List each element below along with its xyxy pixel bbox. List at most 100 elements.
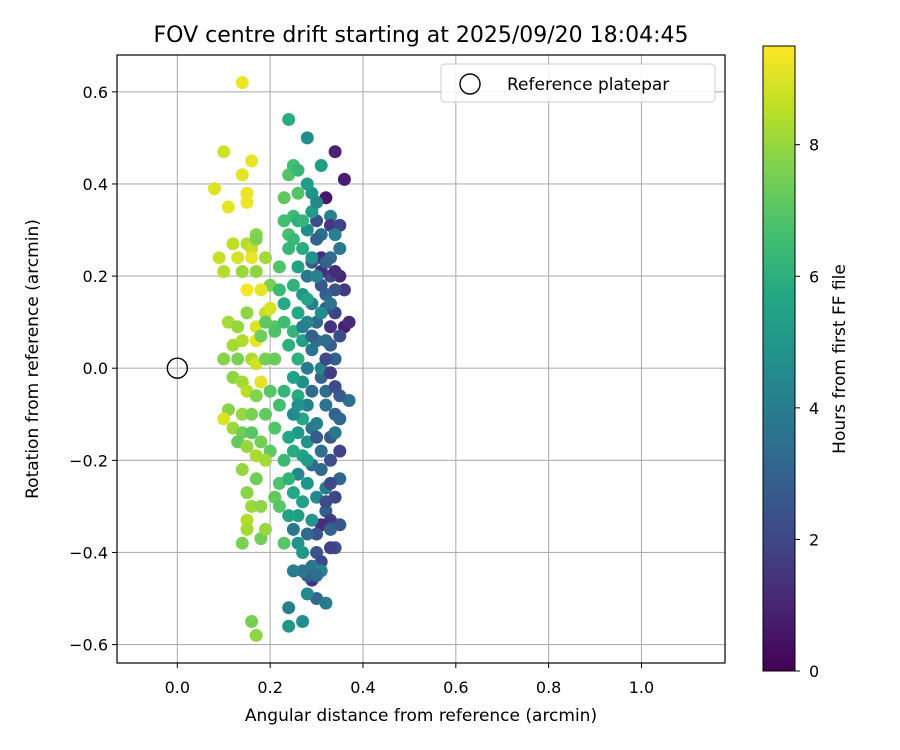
- colorbar-tick-label: 2: [809, 530, 819, 549]
- data-point: [324, 476, 337, 490]
- data-point: [249, 389, 263, 403]
- legend-entry-label: Reference platepar: [507, 75, 669, 95]
- data-point: [291, 163, 305, 177]
- data-point: [240, 283, 254, 297]
- data-point: [319, 495, 333, 509]
- data-point: [245, 615, 259, 628]
- y-tick-label: −0.6: [69, 636, 108, 655]
- data-point: [226, 338, 240, 352]
- data-point: [310, 269, 324, 283]
- data-point: [300, 527, 314, 541]
- colorbar-ticks: 0 2 4 6 8: [795, 136, 819, 681]
- data-point: [268, 324, 282, 338]
- data-point: [291, 352, 305, 366]
- data-point: [328, 145, 342, 159]
- data-point: [231, 320, 245, 334]
- data-point: [240, 306, 254, 320]
- data-point: [282, 338, 296, 352]
- data-point: [324, 522, 337, 536]
- data-point: [296, 546, 310, 559]
- data-point: [277, 384, 291, 398]
- data-point: [254, 283, 268, 297]
- data-point: [286, 486, 300, 500]
- data-point: [296, 320, 310, 334]
- plot-frame: [116, 54, 726, 664]
- data-point: [319, 255, 333, 269]
- data-point: [259, 522, 272, 536]
- data-point: [300, 398, 314, 412]
- data-point: [268, 352, 282, 366]
- data-point: [324, 320, 337, 334]
- data-point: [235, 168, 249, 182]
- data-point: [263, 301, 277, 315]
- x-tick-label: 0.4: [350, 678, 375, 697]
- data-point: [333, 412, 347, 426]
- data-point: [310, 569, 324, 582]
- data-point: [291, 186, 305, 200]
- data-point: [254, 435, 268, 449]
- data-point: [245, 154, 259, 168]
- data-point: [319, 334, 333, 348]
- data-point: [310, 232, 324, 246]
- data-point: [319, 596, 333, 610]
- colorbar-tick-label: 0: [809, 662, 819, 681]
- data-point: [337, 283, 351, 297]
- data-point: [324, 541, 337, 555]
- data-point: [277, 315, 291, 329]
- data-point: [286, 444, 300, 458]
- data-point: [282, 242, 296, 255]
- colorbar-tick-label: 8: [809, 136, 819, 155]
- x-tick-label: 0.6: [443, 678, 468, 697]
- colorbar-tick-label: 6: [809, 267, 819, 286]
- y-axis-ticks: −0.6 −0.4 −0.2 0.0 0.2 0.4 0.6: [69, 83, 117, 655]
- data-point: [314, 159, 328, 172]
- colorbar-label: Hours from first FF file: [830, 264, 850, 454]
- data-point: [272, 398, 286, 412]
- data-point: [286, 370, 300, 384]
- x-tick-label: 0.0: [165, 678, 190, 697]
- data-point: [259, 407, 272, 421]
- reference-marker: [166, 357, 189, 379]
- x-tick-label: 0.2: [257, 678, 282, 697]
- colorbar: 0 2 4 6 8 Hours from first FF file: [762, 45, 850, 681]
- data-point: [296, 242, 310, 255]
- y-tick-label: 0.4: [83, 175, 108, 194]
- grid-lines: [117, 55, 725, 663]
- data-point: [217, 145, 231, 159]
- data-point: [305, 384, 319, 398]
- data-point: [217, 412, 231, 426]
- data-point: [245, 251, 259, 265]
- data-point: [305, 329, 319, 343]
- data-point: [259, 251, 272, 265]
- data-point: [296, 615, 310, 628]
- data-point: [272, 260, 286, 274]
- y-axis-label: Rotation from reference (arcmin): [23, 219, 43, 499]
- data-point: [319, 398, 333, 412]
- data-point: [286, 278, 300, 292]
- data-point: [328, 265, 342, 278]
- data-point: [300, 269, 314, 283]
- data-point: [286, 522, 300, 536]
- data-point: [300, 476, 314, 490]
- data-point: [226, 237, 240, 251]
- data-point: [305, 513, 319, 527]
- data-point: [208, 182, 221, 196]
- data-point: [300, 361, 314, 375]
- data-point: [342, 315, 356, 329]
- data-point: [337, 172, 351, 186]
- data-point: [212, 251, 226, 265]
- data-point: [328, 228, 342, 242]
- x-axis-label: Angular distance from reference (arcmin): [245, 706, 597, 726]
- legend-box: [440, 63, 716, 103]
- data-point: [221, 200, 235, 214]
- data-points: [208, 76, 356, 642]
- legend: Reference platepar: [440, 63, 716, 103]
- data-point: [235, 76, 249, 90]
- data-point: [324, 209, 337, 223]
- y-tick-label: 0.0: [83, 359, 108, 378]
- data-point: [249, 472, 263, 486]
- data-point: [277, 191, 291, 205]
- data-point: [272, 283, 286, 297]
- data-point: [282, 601, 296, 615]
